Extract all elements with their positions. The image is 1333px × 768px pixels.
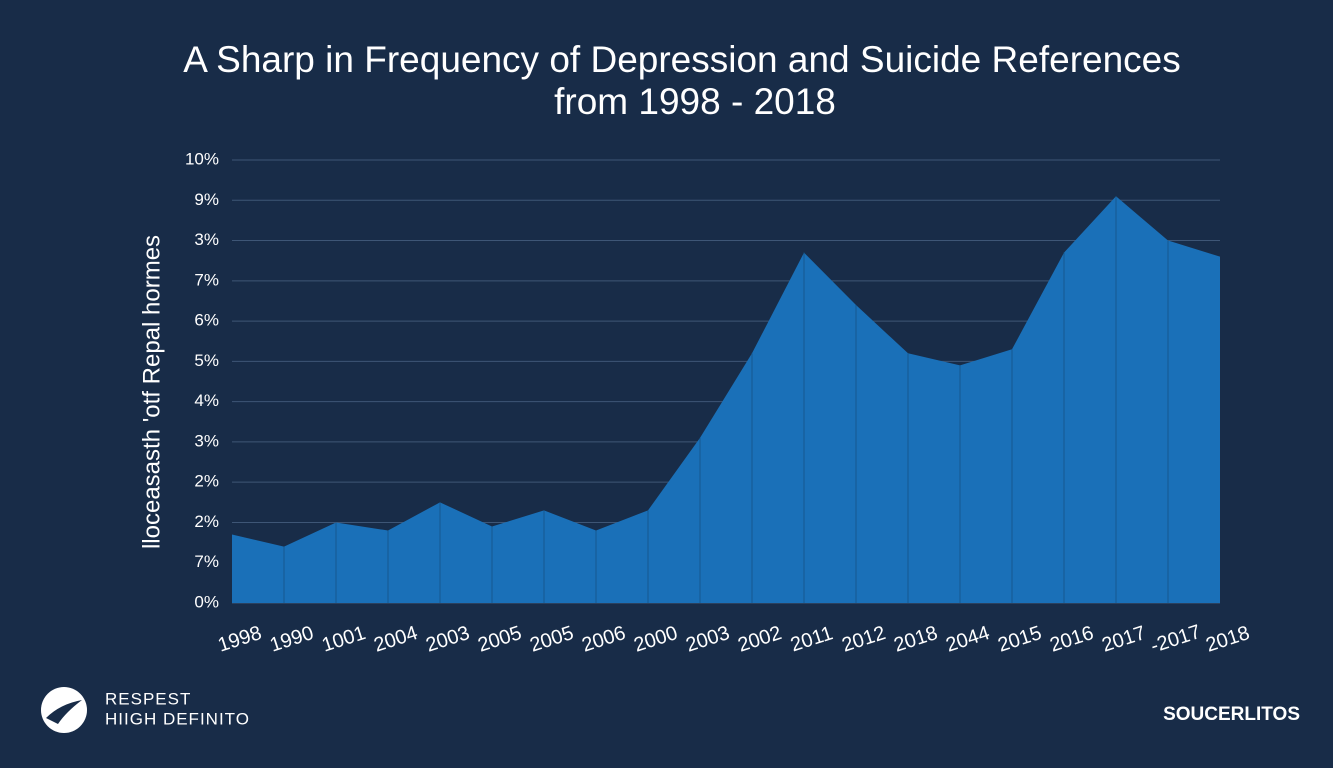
y-tick-label: 7% <box>194 270 219 289</box>
y-tick-label: 3% <box>194 431 219 450</box>
logo-text: HIIGH DEFINITO <box>105 709 250 728</box>
y-tick-label: 2% <box>194 472 219 491</box>
y-tick-label: 5% <box>194 351 219 370</box>
chart-subtitle: from 1998 - 2018 <box>554 81 836 122</box>
y-tick-label: 10% <box>185 149 219 168</box>
y-tick-label: 2% <box>194 512 219 531</box>
y-tick-label: 0% <box>194 592 219 611</box>
y-tick-label: 9% <box>194 190 219 209</box>
area <box>232 196 1220 603</box>
chart-title: A Sharp in Frequency of Depression and S… <box>183 39 1181 80</box>
source: SOUCERLITOS <box>1163 704 1300 725</box>
y-tick-label: 3% <box>194 230 219 249</box>
logo-text: RESPEST <box>105 689 191 708</box>
y-tick-label: 4% <box>194 391 219 410</box>
y-axis-label: lloceasasth 'otf Repal hormes <box>138 235 165 549</box>
logo-mark <box>46 700 82 724</box>
y-tick-label: 6% <box>194 311 219 330</box>
y-tick-label: 7% <box>194 552 219 571</box>
